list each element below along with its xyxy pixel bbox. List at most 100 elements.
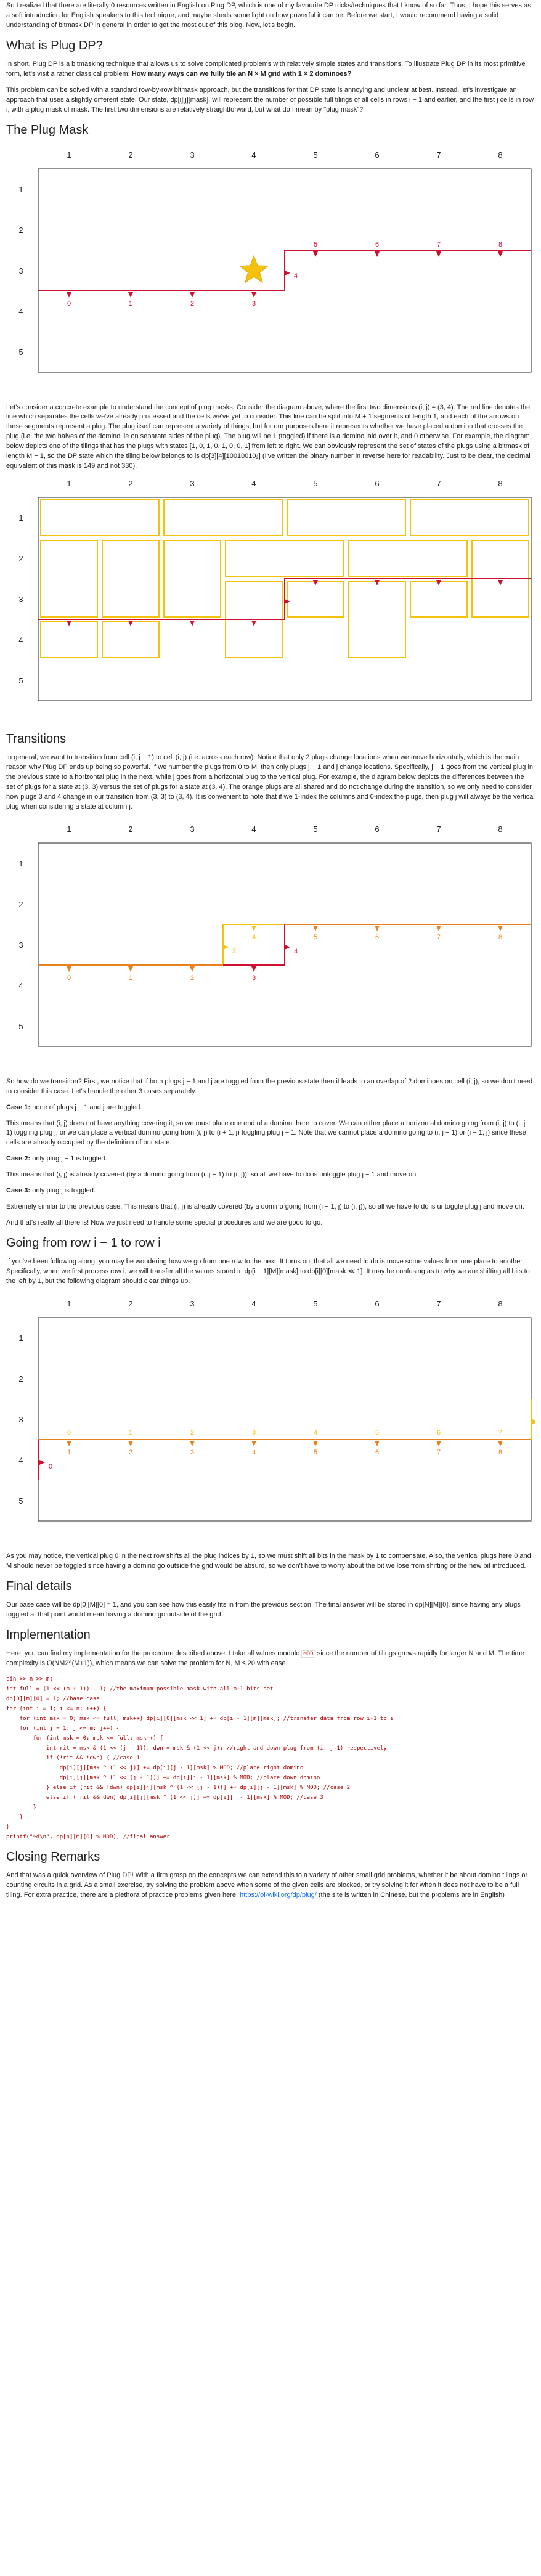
plug-label: 0 [67,974,71,982]
row-label: 5 [18,1022,23,1031]
plug-label: 4 [252,934,256,941]
next-plug-arrow [251,966,256,972]
column-label: 1 [67,150,71,160]
row-label: 1 [18,513,23,523]
transitions-paragraph-3: And that's really all there is! Now we j… [6,1219,323,1227]
plug-label: 7 [437,1449,441,1456]
case-1-heading: Case 1: none of plugs j − 1 and j are to… [6,1103,142,1111]
code-line: else if (!rit && dwn) dp[i][j][msk ^ (1 … [6,1795,323,1801]
mod-code: MOD [301,1650,315,1658]
plug-label: 4 [294,272,298,280]
plug-arrow-down [313,251,318,257]
column-label: 8 [498,825,502,834]
column-label: 4 [251,150,256,160]
domino [163,499,283,537]
row-label: 5 [18,676,23,685]
column-label: 3 [190,479,194,488]
code-line: int rit = msk & (1 << (j - 1)), dwn = ms… [6,1745,387,1752]
plug-label: 1 [67,1449,71,1456]
mask-paragraph: Let's consider a concrete example to und… [6,403,531,470]
plug-label: 3 [252,300,256,308]
code-line: printf("%d\n", dp[n][m][0] % MOD); //fin… [6,1834,170,1841]
row-label: 3 [18,940,23,950]
grid-border [38,168,532,372]
figure-domino-tiling-diagram: 1 2 3 4 5 6 7 8 1 2 3 4 5 [6,478,535,724]
column-label: 6 [375,1299,379,1308]
code-line: for (int msk = 0; msk <= full; msk++) dp… [6,1716,394,1722]
plug-label: 2 [129,1449,132,1456]
column-label: 8 [498,150,502,160]
column-label: 4 [251,1299,256,1308]
code-line: } [6,1824,10,1831]
plug-label: 5 [314,934,317,941]
row-label: 4 [18,635,23,645]
new-plug-arrow [39,1459,45,1465]
code-line: } [6,1814,23,1821]
what-paragraph-2: This problem can be solved with a standa… [6,86,534,113]
plug-label: 6 [375,241,379,248]
plug-label: 0 [67,300,71,308]
plug-arrow-right [285,270,290,275]
plug-label: 0 [49,1463,52,1470]
domino [163,540,221,618]
old-plug-label: 7 [498,1429,502,1437]
column-label: 4 [251,479,256,488]
shared-plug-arrow [128,966,133,972]
row-label: 1 [18,859,23,868]
code-line: for (int j = 1; j <= m; j++) { [6,1726,120,1732]
code-line: if (!rit && !dwn) { //case 1 [6,1755,140,1762]
plug-mask-svg: 1 2 3 4 5 6 7 8 1 2 3 4 5 0 1 2 3 4 5 6 7 8 [18,150,532,372]
shared-plug-arrow [313,925,318,931]
rows-paragraph-2: As you may notice, the vertical plug 0 i… [6,1552,531,1570]
column-label: 2 [128,825,132,834]
column-label: 5 [313,150,317,160]
code-line: for (int i = 1; i <= n; i++) { [6,1706,107,1713]
previous-plug-arrow [251,925,256,931]
plug-label: 3 [190,1449,194,1456]
plug-label: 7 [437,934,441,941]
transitions-paragraph-1: In general, we want to transition from c… [6,754,535,810]
figure-plug-mask-diagram: 1 2 3 4 5 6 7 8 1 2 3 4 5 0 1 2 3 4 5 6 7 8 [6,144,535,397]
row-label: 2 [18,554,23,563]
domino [287,581,344,618]
plug-label: 5 [314,241,317,248]
final-paragraph: Our base case will be dp[0][M][0] = 1, a… [6,1600,521,1618]
shared-plug-arrow [67,966,71,972]
domino [102,621,160,659]
old-plug-label: 5 [375,1429,379,1437]
plug-label: 2 [190,974,194,982]
heading-plug-mask: The Plug Mask [6,123,89,137]
row-label: 3 [18,266,23,275]
shared-plug-arrow [436,925,441,931]
column-label: 3 [190,1299,194,1308]
shifted-plug-arrow [375,1440,380,1446]
practice-problems-link[interactable]: https://oi-wiki.org/dp/plug/ [240,1891,317,1899]
code-block: cin >> n >> m; int full = (1 << (m + 1)) … [6,1674,535,1842]
column-label: 6 [375,479,379,488]
transition-svg: 1 2 3 4 5 6 7 8 1 2 3 4 5 0 1 2 3 4 3 4 5 6 7 8 [18,825,532,1047]
column-label: 6 [375,825,379,834]
column-label: 5 [313,479,317,488]
plug-label: 8 [498,241,502,248]
domino [287,499,406,537]
column-label: 7 [436,150,441,160]
row-label: 3 [18,1415,23,1424]
code-line: dp[0][m][0] = 1; //base case [6,1696,100,1703]
column-label: 4 [251,825,256,834]
row-label: 4 [18,981,23,990]
rows-paragraph-1: If you've been following along, you may … [6,1258,530,1285]
article: So I realized that there are literally 0… [6,2,535,1899]
plug-arrow-down [128,291,133,298]
heading-final-details: Final details [6,1579,72,1593]
plug-arrow-down [251,621,256,627]
shifted-plug-arrow [67,1440,71,1446]
what-paragraph-1: In short, Plug DP is a bitmasking techni… [6,60,526,78]
column-label: 3 [190,825,194,834]
row-label: 2 [18,900,23,909]
old-plug-label: 4 [314,1429,317,1437]
code-line: dp[i][j][msk ^ (1 << j)] += dp[i][j - 1]… [6,1765,304,1772]
column-label: 8 [498,479,502,488]
previous-plug-arrow [223,944,229,950]
row-label: 2 [18,226,23,235]
plug-label: 1 [129,974,132,982]
